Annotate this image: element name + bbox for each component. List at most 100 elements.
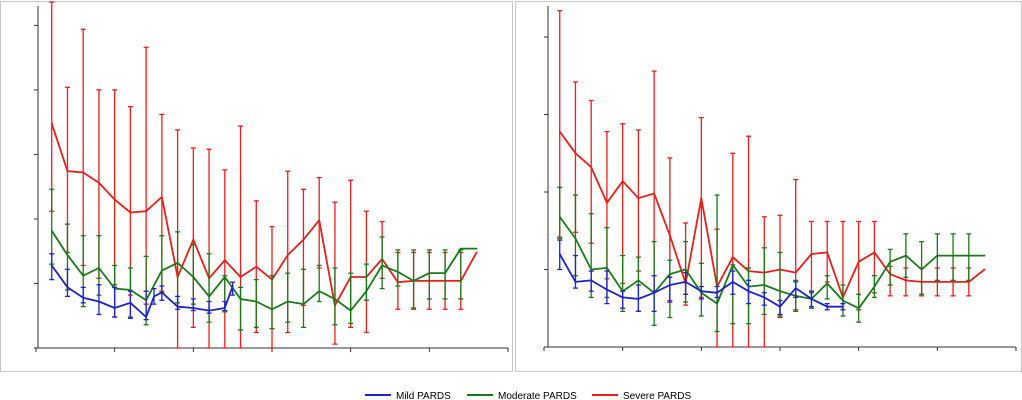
data-point <box>192 307 195 309</box>
data-point <box>558 215 561 218</box>
data-point <box>731 281 734 283</box>
data-point <box>459 247 462 250</box>
data-point <box>160 291 163 294</box>
data-point <box>223 259 226 262</box>
data-point <box>904 279 907 282</box>
data-point <box>66 254 69 256</box>
data-point <box>145 210 148 213</box>
data-point <box>574 237 577 240</box>
data-point <box>826 251 829 254</box>
data-point <box>231 285 234 287</box>
data-point <box>208 309 210 312</box>
data-point <box>113 198 116 201</box>
data-point <box>176 305 179 308</box>
data-point <box>318 219 321 222</box>
data-point <box>621 296 624 299</box>
data-point <box>668 273 671 276</box>
data-point <box>810 298 813 300</box>
series-line <box>50 230 477 312</box>
data-point <box>82 274 85 277</box>
data-point <box>653 291 656 294</box>
data-point <box>606 201 608 204</box>
data-point <box>318 290 321 293</box>
series-line <box>50 123 478 307</box>
data-point <box>365 290 368 293</box>
legend-label-moderate: Moderate PARDS <box>498 391 577 400</box>
series-line <box>50 264 234 318</box>
data-point <box>349 309 352 312</box>
data-point <box>810 253 813 255</box>
data-point <box>684 281 687 283</box>
data-point <box>763 296 766 299</box>
data-point <box>98 181 100 184</box>
data-point <box>255 300 258 303</box>
data-point <box>302 303 305 306</box>
data-point <box>590 166 593 169</box>
data-point <box>428 272 431 275</box>
data-point <box>716 291 718 294</box>
data-point <box>952 254 954 257</box>
data-point <box>192 276 195 278</box>
data-point <box>444 272 446 275</box>
data-point <box>668 234 671 237</box>
data-point <box>826 282 829 285</box>
data-point <box>66 286 69 289</box>
data-point <box>590 268 593 271</box>
data-point <box>271 308 273 311</box>
data-point <box>637 279 640 282</box>
data-point <box>558 253 561 255</box>
data-point <box>763 284 766 286</box>
data-point <box>983 254 986 257</box>
data-point <box>223 276 226 278</box>
data-point <box>842 305 844 308</box>
data-point <box>82 296 85 299</box>
data-point <box>716 302 718 305</box>
data-point <box>98 267 100 269</box>
oxygenation-saturation-index-chart <box>515 1 1022 372</box>
data-point <box>129 301 132 304</box>
data-point <box>239 298 242 300</box>
series-line <box>558 216 985 310</box>
series-mild-pards <box>49 253 236 321</box>
data-point <box>606 288 608 291</box>
data-point <box>160 196 163 198</box>
data-point <box>700 290 703 293</box>
data-point <box>396 270 399 273</box>
data-point <box>668 284 671 286</box>
data-point <box>50 229 53 232</box>
data-point <box>286 300 289 303</box>
series-mild-pards <box>557 239 846 316</box>
data-point <box>255 265 258 268</box>
data-point <box>129 289 132 291</box>
data-point <box>873 285 876 288</box>
data-point <box>684 268 687 271</box>
data-point <box>160 269 163 272</box>
data-point <box>82 171 85 174</box>
data-point <box>239 276 242 278</box>
data-point <box>50 264 53 267</box>
legend: Mild PARDS Moderate PARDS Severe PARDS <box>365 391 692 400</box>
data-point <box>286 254 289 256</box>
data-point <box>967 281 970 283</box>
data-point <box>475 251 478 254</box>
data-point <box>826 305 829 308</box>
data-point <box>129 211 132 214</box>
data-point <box>731 256 734 258</box>
data-point <box>842 299 844 302</box>
legend-label-severe: Severe PARDS <box>623 391 692 400</box>
data-point <box>475 247 478 250</box>
data-point <box>574 281 577 283</box>
data-point <box>967 254 970 257</box>
data-point <box>50 122 53 125</box>
data-point <box>857 307 860 310</box>
data-point <box>334 298 336 300</box>
data-point <box>66 170 69 173</box>
series-line <box>558 130 986 299</box>
data-point <box>637 298 640 300</box>
data-point <box>145 316 148 318</box>
data-point <box>590 279 593 282</box>
data-point <box>952 281 954 283</box>
data-point <box>302 238 305 241</box>
data-point <box>794 287 797 289</box>
